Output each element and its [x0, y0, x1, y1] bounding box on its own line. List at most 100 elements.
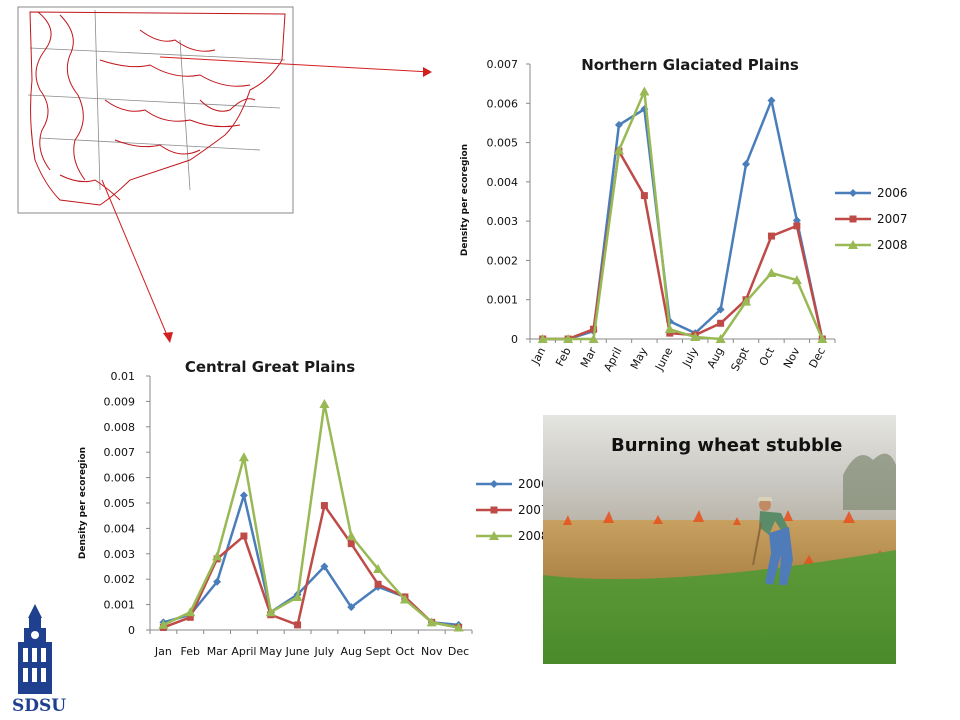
data-point: [212, 551, 223, 561]
legend-marker: [849, 189, 857, 197]
data-point: [791, 275, 802, 285]
x-tick-label: April: [231, 645, 256, 658]
legend-label: 2006: [877, 186, 908, 200]
y-tick-label: 0.008: [104, 421, 136, 434]
campanile-icon: [18, 604, 52, 694]
legend-item-2007: 2007: [476, 503, 549, 517]
legend-label: 2007: [518, 503, 549, 517]
x-tick-label: Nov: [421, 645, 443, 658]
series-line: [542, 90, 824, 341]
y-tick-label: 0.003: [487, 215, 519, 228]
data-point: [563, 334, 574, 343]
legend-item-2006: 2006: [476, 477, 549, 491]
legend-label: 2007: [877, 212, 908, 226]
y-tick-label: 0.003: [104, 548, 136, 561]
data-point: [238, 452, 249, 462]
photo-illustration: [543, 415, 896, 664]
chart-title: Northern Glaciated Plains: [581, 56, 799, 74]
data-point: [767, 232, 775, 240]
data-point: [715, 334, 726, 343]
smoke-sky: [543, 415, 896, 530]
data-point: [793, 222, 801, 230]
data-point: [614, 120, 623, 129]
legend-marker: [490, 506, 498, 514]
legend-item-2008: 2008: [835, 238, 908, 252]
x-tick-label: Aug: [341, 645, 362, 658]
y-tick-label: 0.005: [487, 137, 519, 150]
data-point: [590, 325, 598, 333]
data-point: [716, 305, 725, 314]
y-tick-label: 0.005: [104, 497, 136, 510]
series-2008: [537, 86, 828, 343]
data-point: [374, 580, 382, 588]
y-tick-label: 0.004: [104, 522, 136, 535]
y-tick-label: 0.004: [487, 176, 519, 189]
data-point: [690, 332, 701, 342]
y-tick-label: 0.007: [487, 58, 519, 71]
data-point: [373, 564, 384, 574]
data-point: [399, 594, 410, 604]
x-tick-label: Dec: [448, 645, 469, 658]
y-tick-label: 0.009: [104, 395, 136, 408]
y-tick-label: 0.001: [487, 294, 519, 307]
legend-marker: [848, 240, 858, 249]
y-tick-label: 0.002: [487, 254, 519, 267]
burning-field-photo: Burning wheat stubble: [543, 415, 896, 664]
legend-marker: [490, 480, 498, 488]
series-line: [542, 99, 824, 341]
data-point: [717, 319, 725, 327]
data-point: [292, 591, 303, 601]
y-tick-label: 0.006: [104, 472, 136, 485]
data-point: [239, 491, 248, 500]
x-tick-label: July: [314, 645, 335, 658]
data-point: [158, 619, 169, 629]
sdsu-logo: SDSU: [8, 600, 66, 718]
legend-item-2008: 2008: [476, 529, 549, 543]
series-line: [162, 504, 459, 629]
data-point: [240, 532, 248, 540]
y-tick-label: 0.01: [111, 370, 136, 383]
data-point: [319, 398, 330, 408]
data-point: [320, 562, 329, 571]
data-point: [426, 617, 437, 627]
data-point: [767, 96, 776, 105]
grass-field: [543, 550, 896, 664]
tree-line: [843, 453, 896, 510]
data-point: [347, 540, 355, 548]
legend-label: 2008: [518, 529, 549, 543]
data-point: [294, 621, 302, 629]
y-tick-label: 0.007: [104, 446, 136, 459]
y-tick-label: 0: [128, 624, 135, 637]
x-tick-label: June: [285, 645, 310, 658]
x-tick-label: Oct: [395, 645, 415, 658]
x-tick-label: Mar: [207, 645, 228, 658]
data-point: [213, 577, 222, 586]
data-point: [347, 603, 356, 612]
data-point: [346, 531, 357, 541]
legend-marker: [849, 215, 857, 223]
data-point: [742, 160, 751, 169]
legend-label: 2008: [877, 238, 908, 252]
x-tick-label: Sept: [366, 645, 392, 658]
data-point: [320, 502, 328, 510]
series-2007: [159, 502, 463, 631]
y-tick-label: 0.001: [104, 599, 136, 612]
data-point: [613, 145, 624, 155]
data-point: [741, 296, 752, 306]
data-point: [640, 192, 648, 200]
y-axis-label: Density per ecoregion: [460, 144, 470, 256]
logo-text: SDSU: [12, 696, 67, 716]
data-point: [185, 607, 196, 617]
legend-label: 2006: [518, 477, 549, 491]
y-tick-label: 0.006: [487, 97, 519, 110]
legend-marker: [489, 531, 499, 540]
data-point: [186, 613, 194, 621]
data-point: [639, 86, 650, 96]
chart-title: Central Great Plains: [185, 358, 355, 376]
x-tick-label: Jan: [154, 645, 172, 658]
x-tick-label: Feb: [181, 645, 200, 658]
data-point: [453, 622, 464, 632]
y-tick-label: 0.002: [104, 573, 136, 586]
